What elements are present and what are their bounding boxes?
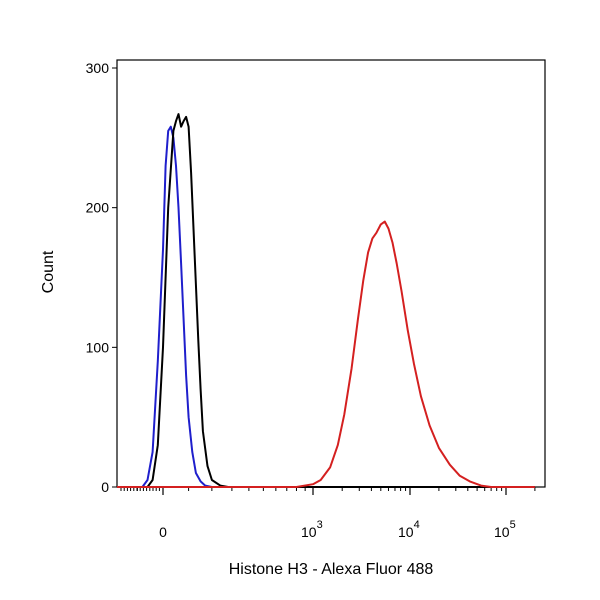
series-line-3: [117, 220, 535, 488]
x-tick-label: 103: [301, 519, 323, 540]
y-tick-label: 300: [86, 60, 110, 76]
y-tick-label: 100: [86, 339, 110, 355]
series-layer: [117, 113, 535, 488]
x-tick-label: 105: [494, 519, 516, 540]
x-tick-label: 0: [159, 524, 167, 540]
x-axis-title: Histone H3 - Alexa Fluor 488: [229, 561, 434, 578]
y-tick-label: 0: [101, 479, 109, 495]
axis-ticks: 0 100 200 300 0 103 104 105: [86, 60, 516, 540]
series-line-1: [117, 125, 535, 488]
series-line-2: [117, 113, 535, 488]
y-axis-title: Count: [40, 250, 57, 293]
x-tick-label: 104: [398, 519, 420, 540]
y-tick-label: 200: [86, 200, 110, 216]
